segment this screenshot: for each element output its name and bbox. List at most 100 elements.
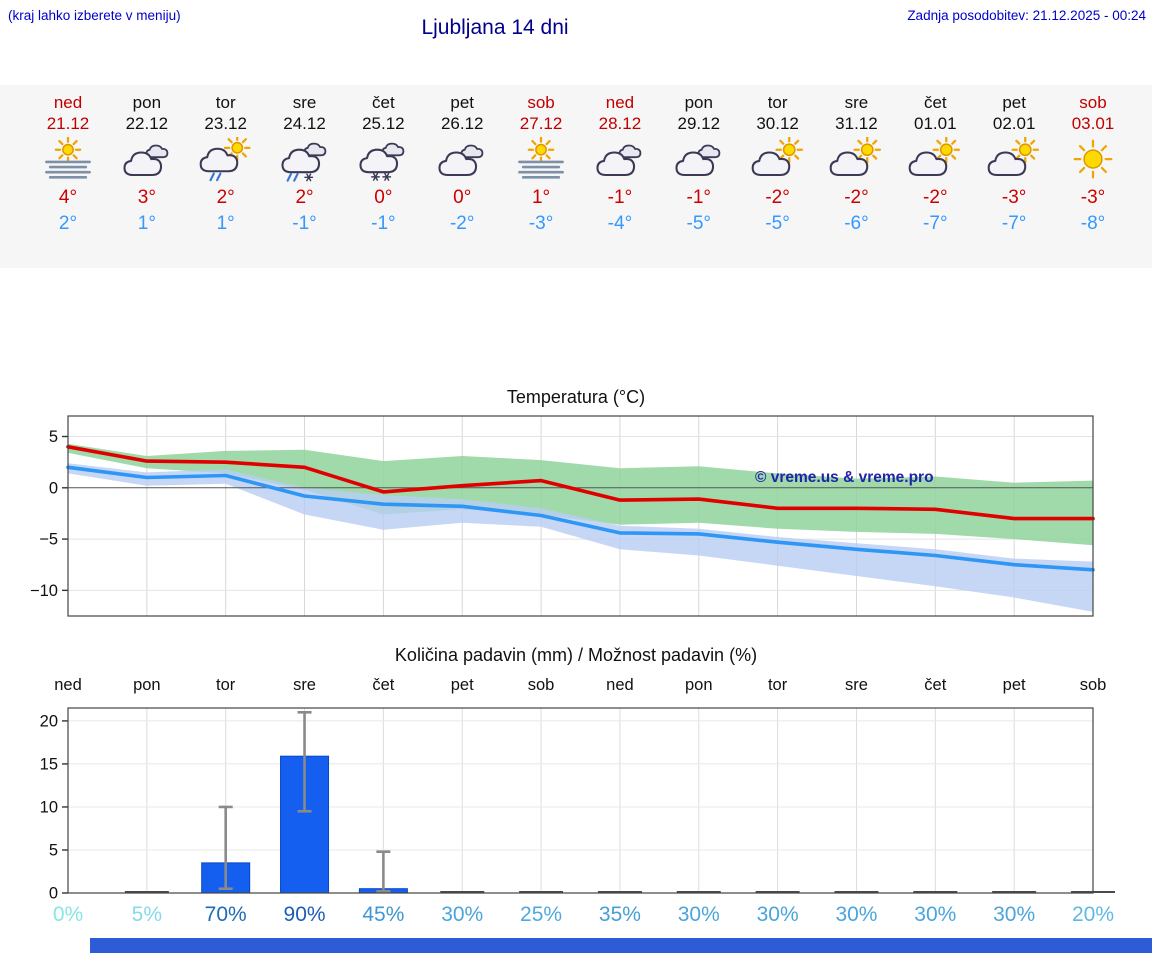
day-high-temp: -3° bbox=[1080, 187, 1106, 208]
day-low-temp: 1° bbox=[216, 213, 235, 234]
day-low-temp: 2° bbox=[58, 213, 78, 234]
precip-prob-row: 0% 5% 70% 90% 45% 30% 25% 35% 30% 30% 30% 30% 30% 20% bbox=[0, 903, 1152, 933]
day-date: 23.12 bbox=[204, 114, 247, 133]
precip-trace-mark bbox=[834, 891, 879, 893]
forecast-day-24.12: sre 24.12 2° -1° bbox=[265, 92, 345, 237]
precip-day-label: čet bbox=[372, 676, 395, 694]
plot-border bbox=[67, 707, 1094, 894]
sun-cloud-icon bbox=[826, 137, 886, 183]
day-name: sob bbox=[1079, 93, 1107, 112]
precip-day-label: tor bbox=[767, 676, 788, 694]
watermark: © vreme.us & vreme.pro bbox=[755, 469, 934, 486]
footer-bar bbox=[90, 938, 1152, 953]
y-tick-label: 0 bbox=[49, 885, 58, 901]
last-update-label: Zadnja posodobitev: 21.12.2025 - 00:24 bbox=[907, 8, 1146, 23]
forecast-day-23.12: tor 23.12 2° 1° bbox=[186, 92, 266, 237]
sun-cloud-icon bbox=[905, 137, 965, 183]
precip-day-label: sre bbox=[844, 676, 868, 694]
day-high-temp: -1° bbox=[686, 187, 712, 208]
temperature-chart-title: Temperatura (°C) bbox=[506, 387, 646, 407]
precip-probability-label: 30% bbox=[914, 903, 957, 926]
day-high-temp: -2° bbox=[844, 187, 869, 208]
plot-border bbox=[67, 415, 1094, 617]
day-date: 03.01 bbox=[1071, 114, 1115, 133]
precip-probability-label: 30% bbox=[441, 903, 484, 926]
day-date: 28.12 bbox=[598, 114, 642, 133]
day-low-temp: -5° bbox=[686, 213, 712, 234]
precip-probability-label: 0% bbox=[52, 903, 84, 926]
max-temperature-line bbox=[66, 444, 1095, 521]
day-date: 29.12 bbox=[677, 114, 721, 133]
day-low-temp: -6° bbox=[844, 213, 869, 234]
day-name: ned bbox=[605, 93, 635, 112]
precip-probability-label: 30% bbox=[993, 903, 1036, 926]
cloudy-icon bbox=[590, 137, 650, 183]
day-date: 24.12 bbox=[283, 114, 326, 133]
day-date: 30.12 bbox=[756, 114, 799, 133]
day-high-temp: 0° bbox=[374, 187, 393, 208]
day-high-temp: 1° bbox=[531, 187, 551, 208]
precip-probability-label: 25% bbox=[520, 903, 563, 926]
day-name: čet bbox=[923, 93, 947, 112]
day-high-temp: 0° bbox=[453, 187, 472, 208]
y-tick-label: 0 bbox=[49, 479, 58, 497]
min-temperature-line bbox=[66, 465, 1095, 572]
y-tick-label: −10 bbox=[30, 582, 58, 600]
forecast-day-26.12: pet 26.12 0° -2° bbox=[422, 92, 502, 237]
forecast-day-02.01: pet 02.01 -3° -7° bbox=[974, 92, 1054, 237]
precip-day-label: pon bbox=[685, 676, 713, 694]
day-name: sre bbox=[844, 93, 869, 112]
cloudy-icon bbox=[669, 137, 729, 183]
day-high-temp: 2° bbox=[295, 187, 314, 208]
precip-probability-label: 35% bbox=[598, 903, 641, 926]
y-tick-label: −5 bbox=[39, 531, 58, 549]
cloud-sleet-icon bbox=[275, 137, 335, 183]
forecast-day-25.12: čet 25.12 0° -1° bbox=[343, 92, 423, 237]
precip-probability-label: 70% bbox=[204, 903, 247, 926]
sun-fog-icon bbox=[511, 137, 571, 183]
day-high-temp: 4° bbox=[58, 187, 78, 208]
forecast-day-30.12: tor 30.12 -2° -5° bbox=[738, 92, 818, 237]
day-high-temp: -1° bbox=[607, 187, 633, 208]
precip-day-label: sob bbox=[527, 676, 555, 694]
day-high-temp: 3° bbox=[137, 187, 156, 208]
precip-trace-mark bbox=[597, 891, 642, 893]
precip-day-labels: ned pon tor sre čet pet sob ned pon tor sre čet pet s… bbox=[0, 676, 1152, 698]
precip-day-label: ned bbox=[54, 676, 82, 694]
y-tick-label: 5 bbox=[49, 841, 58, 859]
day-date: 01.01 bbox=[914, 114, 957, 133]
day-high-temp: -2° bbox=[923, 187, 948, 208]
precip-chart-title: Količina padavin (mm) / Možnost padavin … bbox=[394, 645, 758, 665]
sun-icon bbox=[1063, 137, 1123, 183]
cloud-snow-icon bbox=[353, 137, 413, 183]
day-name: sre bbox=[292, 93, 317, 112]
precip-day-label: sob bbox=[1079, 676, 1107, 694]
sun-fog-icon bbox=[38, 137, 98, 183]
temperature-chart: 5 0 −5 −10 © vreme.us & vreme.pro bbox=[30, 415, 1095, 617]
precip-trace-mark bbox=[519, 891, 564, 893]
y-tick-label: 20 bbox=[40, 712, 58, 730]
precip-day-label: sre bbox=[293, 676, 316, 694]
precip-trace-mark bbox=[992, 891, 1037, 893]
forecast-day-01.01: čet 01.01 -2° -7° bbox=[895, 92, 975, 237]
day-high-temp: -2° bbox=[765, 187, 790, 208]
min-range-band bbox=[68, 463, 1093, 612]
precip-probability-label: 30% bbox=[756, 903, 799, 926]
day-name: pon bbox=[132, 93, 162, 112]
precip-trace-mark bbox=[755, 891, 800, 893]
forecast-day-22.12: pon 22.12 3° 1° bbox=[107, 92, 187, 237]
day-low-temp: -1° bbox=[292, 213, 317, 234]
day-date: 25.12 bbox=[362, 114, 405, 133]
precip-probability-label: 90% bbox=[283, 903, 326, 926]
day-high-temp: -3° bbox=[1001, 187, 1027, 208]
day-date: 21.12 bbox=[46, 114, 90, 133]
day-high-temp: 2° bbox=[216, 187, 235, 208]
precipitation-chart: 0 5 10 15 20 bbox=[40, 707, 1115, 901]
day-name: ned bbox=[53, 93, 83, 112]
forecast-day-03.01: sob 03.01 -3° -8° bbox=[1053, 92, 1133, 237]
precip-probability-label: 45% bbox=[362, 903, 405, 926]
day-name: čet bbox=[372, 93, 395, 112]
precip-day-label: pon bbox=[133, 676, 161, 694]
menu-hint: (kraj lahko izberete v meniju) bbox=[8, 8, 181, 23]
